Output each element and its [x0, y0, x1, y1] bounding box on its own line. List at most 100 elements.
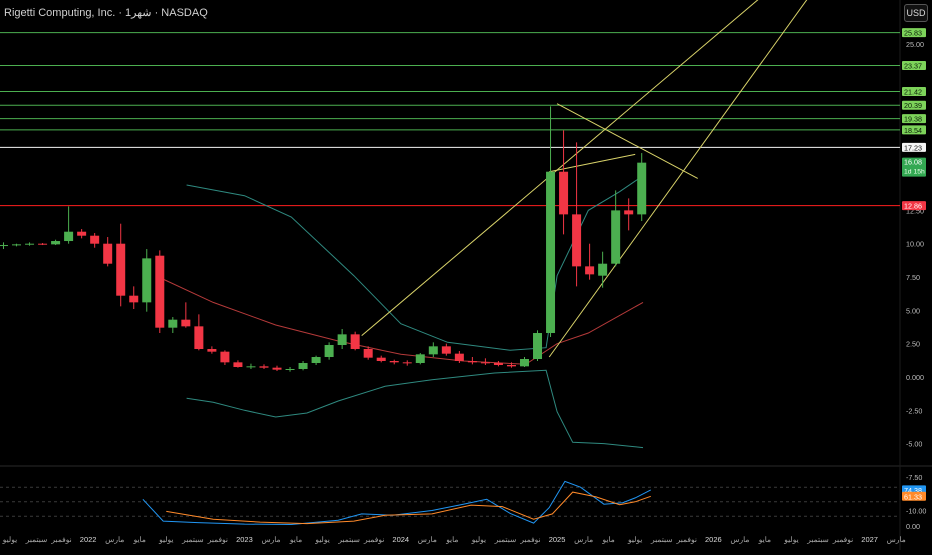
x-axis-label: 2026 [705, 535, 722, 544]
oscillator-y-tick: 0.00 [906, 522, 920, 531]
x-axis-label: 2025 [549, 535, 566, 544]
candle-body [246, 366, 256, 368]
level-tag: 20.39 [904, 101, 922, 110]
candle-body [337, 334, 347, 346]
x-axis-label: يوليو [314, 535, 329, 544]
x-axis-label: يوليو [2, 535, 17, 544]
countdown-label: 1d 15h [904, 169, 925, 176]
x-axis-label: نوفمبر [363, 535, 384, 544]
y-tick-label: -2.50 [906, 406, 922, 415]
x-axis-label: نوفمبر [50, 535, 71, 544]
level-tag-bg [902, 125, 926, 135]
x-axis-label: سبتمبر [181, 535, 204, 544]
candle-body [103, 243, 113, 264]
candle-body [194, 326, 204, 350]
candle-body [363, 349, 373, 358]
level-tag-bg [902, 114, 926, 124]
x-axis-label: يوليو [627, 535, 642, 544]
candle-body [168, 319, 178, 328]
candle-body [611, 210, 621, 264]
currency-button[interactable]: USD [904, 4, 928, 22]
level-tag-bg [902, 60, 926, 70]
y-tick-label: 25.00 [906, 40, 924, 49]
candle-body [142, 258, 152, 303]
candle-body [467, 361, 477, 363]
candle-body [624, 210, 634, 215]
candle-body [454, 353, 464, 362]
y-tick-label: 0.000 [906, 373, 924, 382]
last-price-tag-bg [902, 157, 926, 177]
y-tick-label: -7.50 [906, 473, 922, 482]
support-tag-bg [902, 201, 926, 211]
y-tick-label: 10.00 [906, 240, 924, 249]
bollinger-lower-line [186, 369, 644, 449]
symbol-header: Rigetti Computing, Inc. · 1شهر · NASDAQ [4, 7, 208, 19]
x-axis-label: مارس [887, 535, 906, 544]
level-tag-bg [902, 86, 926, 96]
candle-body [350, 334, 360, 350]
x-axis-label: سبتمبر [494, 535, 517, 544]
x-axis-label: نوفمبر [832, 535, 853, 544]
x-axis-label: سبتمبر [25, 535, 48, 544]
trendline [548, 0, 808, 358]
x-axis-label: مارس [105, 535, 124, 544]
trendline [361, 0, 759, 337]
candle-body [519, 359, 529, 367]
current-price-tag: 17.23 [904, 143, 922, 152]
candle-body [181, 319, 191, 327]
level-tag-bg [902, 100, 926, 110]
candle-body [572, 214, 582, 267]
candle-body [233, 362, 243, 368]
x-axis-label: مارس [730, 535, 749, 544]
y-tick-label: 7.50 [906, 273, 920, 282]
x-axis-label: مارس [418, 535, 437, 544]
candle-body [272, 367, 282, 370]
x-axis-label: يوليو [471, 535, 486, 544]
candle-body [77, 231, 87, 236]
x-axis-label: يوليو [783, 535, 798, 544]
oscillator-k-line [142, 480, 652, 526]
level-tag: 21.42 [904, 87, 922, 96]
level-tag: 25.83 [904, 29, 922, 38]
y-tick-label: -5.00 [906, 440, 922, 449]
y-tick-label: 12.50 [906, 206, 924, 215]
oscillator-d-tag: 61.33 [904, 492, 922, 501]
x-axis-label: سبتمبر [650, 535, 673, 544]
level-tag-bg [902, 28, 926, 38]
x-axis-label: نوفمبر [519, 535, 540, 544]
y-tick-label: 5.00 [906, 306, 920, 315]
candle-body [116, 243, 126, 296]
x-axis-label: 2024 [392, 535, 409, 544]
candle-body [285, 369, 295, 371]
level-tag: 19.38 [904, 115, 922, 124]
last-price-tag: 16.08 [904, 158, 922, 167]
x-axis-label: مايو [601, 535, 614, 544]
oscillator-d-tag-bg [902, 491, 926, 501]
candle-body [637, 162, 647, 215]
x-axis-label: سبتمبر [806, 535, 829, 544]
candle-body [259, 366, 269, 368]
x-axis-label: 2022 [80, 535, 97, 544]
x-axis-label: مايو [289, 535, 302, 544]
x-axis-label: 2023 [236, 535, 253, 544]
support-tag: 12.86 [904, 202, 922, 211]
x-axis-label: مارس [574, 535, 593, 544]
candle-body [220, 351, 230, 363]
trendline [549, 153, 636, 173]
candle-body [51, 241, 61, 245]
candle-body [415, 354, 425, 364]
y-tick-label: -10.00 [906, 506, 926, 515]
candle-body [493, 363, 503, 366]
candle-body [129, 295, 139, 303]
level-tag: 18.54 [904, 126, 922, 135]
candle-body [155, 255, 165, 328]
candle-body [402, 362, 412, 364]
y-tick-label: 2.50 [906, 340, 920, 349]
x-axis-label: يوليو [158, 535, 173, 544]
candle-body [324, 345, 334, 358]
x-axis-label: مايو [445, 535, 458, 544]
trendline [556, 103, 698, 179]
x-axis-label: سبتمبر [337, 535, 360, 544]
